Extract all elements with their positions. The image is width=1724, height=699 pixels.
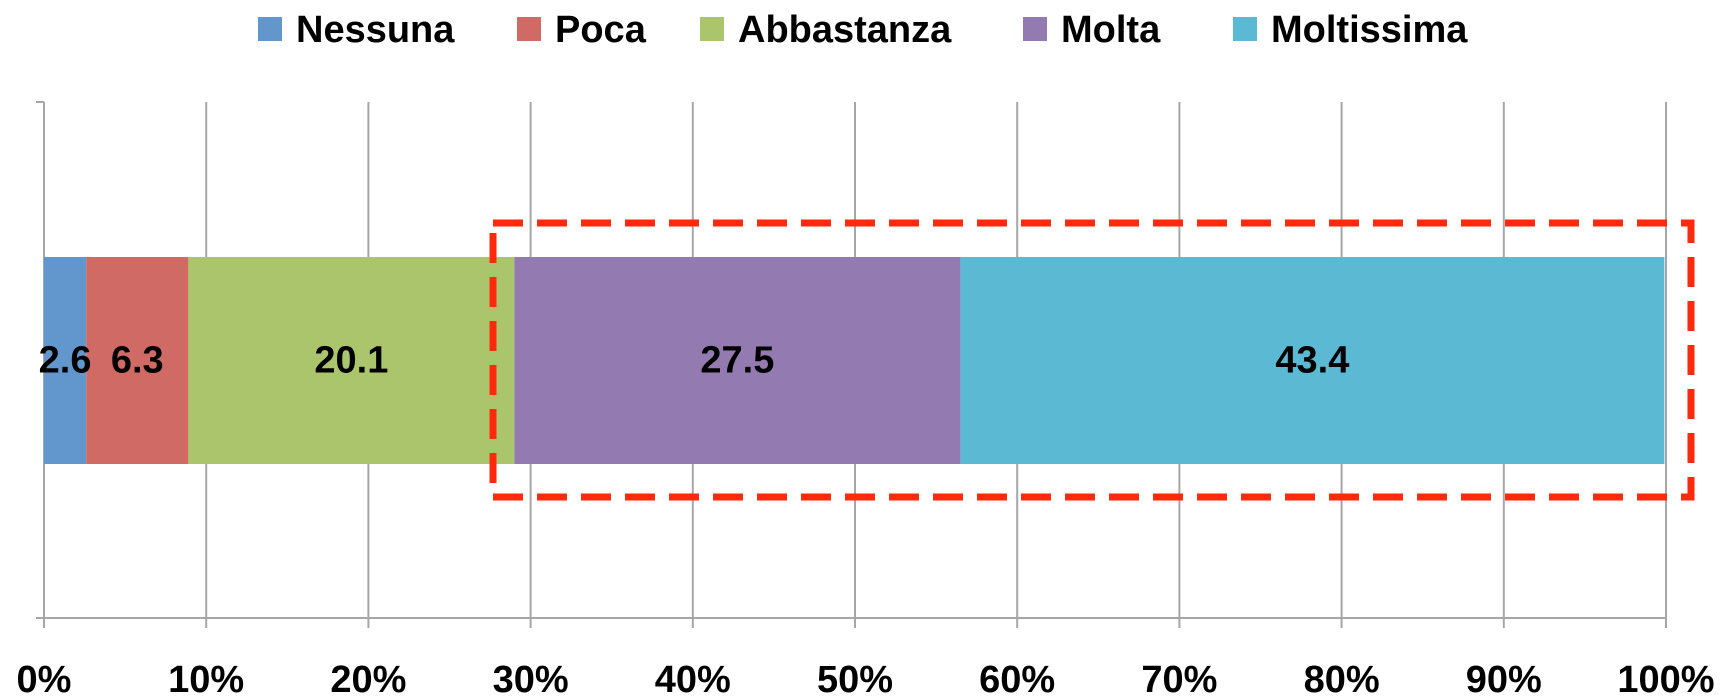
data-label: 43.4 (1275, 340, 1349, 382)
legend-swatch (700, 17, 724, 41)
bar-segment (86, 257, 189, 464)
legend-swatch (517, 17, 541, 41)
bar-segment (960, 257, 1665, 464)
highlight-box (489, 219, 1695, 501)
data-label: 6.3 (111, 340, 164, 382)
x-tick-label: 10% (168, 659, 244, 699)
data-label: 2.6 (39, 340, 92, 382)
x-tick-label: 40% (655, 659, 731, 699)
x-tick-label: 20% (330, 659, 406, 699)
legend-swatch (1233, 17, 1257, 41)
legend-label: Molta (1061, 9, 1161, 51)
data-label: 27.5 (700, 340, 774, 382)
x-tick-label: 30% (493, 659, 569, 699)
x-tick-label: 0% (17, 659, 72, 699)
legend-label: Moltissima (1271, 9, 1468, 51)
legend-swatch (1023, 17, 1047, 41)
legend-swatch (258, 17, 282, 41)
legend-label: Poca (555, 9, 647, 51)
data-label: 20.1 (314, 340, 388, 382)
legend-label: Abbastanza (738, 9, 952, 51)
bar-segment (188, 257, 515, 464)
x-tick-label: 60% (979, 659, 1055, 699)
x-tick-label: 90% (1466, 659, 1542, 699)
x-tick-label: 70% (1141, 659, 1217, 699)
bar-segment (44, 257, 87, 464)
legend-label: Nessuna (296, 9, 455, 51)
x-tick-label: 80% (1304, 659, 1380, 699)
x-tick-label: 50% (817, 659, 893, 699)
bar-segment (514, 257, 961, 464)
x-tick-label: 100% (1617, 659, 1714, 699)
